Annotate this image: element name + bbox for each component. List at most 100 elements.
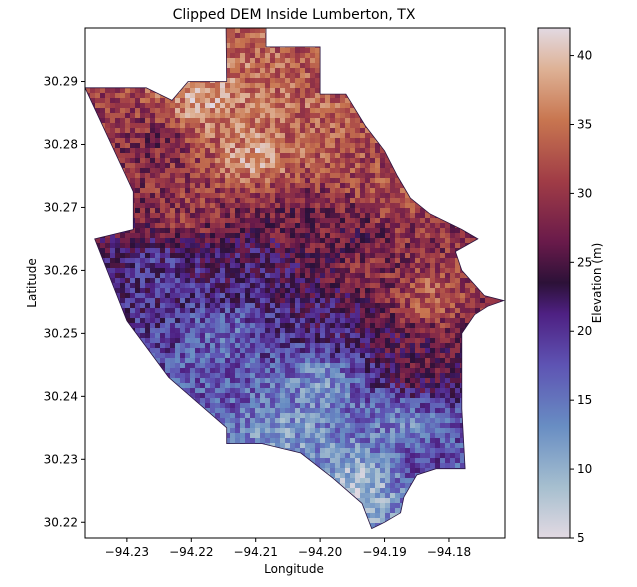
- dem-cell: [120, 123, 126, 129]
- dem-cell: [125, 313, 131, 319]
- dem-cell: [170, 173, 176, 179]
- dem-cell: [305, 78, 311, 84]
- dem-cell: [335, 258, 341, 264]
- dem-cell: [210, 148, 216, 154]
- dem-cell: [340, 233, 346, 239]
- dem-cell: [160, 188, 166, 194]
- dem-cell: [285, 268, 291, 274]
- dem-cell: [215, 313, 221, 319]
- dem-cell: [155, 318, 161, 324]
- dem-cell: [240, 253, 246, 259]
- dem-cell: [140, 318, 146, 324]
- dem-cell: [325, 238, 331, 244]
- dem-cell: [170, 108, 176, 114]
- dem-cell: [125, 168, 131, 174]
- dem-cell: [345, 113, 351, 119]
- dem-cell: [410, 238, 416, 244]
- dem-cell: [285, 258, 291, 264]
- dem-cell: [260, 258, 266, 264]
- dem-cell: [410, 198, 416, 204]
- dem-cell: [380, 283, 386, 289]
- dem-cell: [280, 143, 286, 149]
- dem-cell: [120, 128, 126, 134]
- dem-cell: [175, 258, 181, 264]
- dem-cell: [270, 198, 276, 204]
- dem-cell: [420, 228, 426, 234]
- dem-cell: [240, 163, 246, 169]
- dem-cell: [160, 143, 166, 149]
- dem-cell: [175, 198, 181, 204]
- dem-cell: [230, 78, 236, 84]
- dem-cell: [395, 283, 401, 289]
- dem-cell: [450, 238, 456, 244]
- dem-cell: [315, 193, 321, 199]
- dem-cell: [195, 183, 201, 189]
- dem-cell: [285, 253, 291, 259]
- dem-cell: [280, 63, 286, 69]
- dem-cell: [285, 108, 291, 114]
- dem-cell: [380, 308, 386, 314]
- dem-cell: [260, 313, 266, 319]
- dem-cell: [330, 98, 336, 104]
- dem-cell: [245, 273, 251, 279]
- dem-cell: [250, 48, 256, 54]
- dem-cell: [265, 203, 271, 209]
- dem-cell: [330, 148, 336, 154]
- dem-cell: [180, 298, 186, 304]
- dem-cell: [350, 193, 356, 199]
- dem-cell: [345, 178, 351, 184]
- dem-cell: [150, 293, 156, 299]
- dem-cell: [260, 53, 266, 59]
- dem-cell: [305, 268, 311, 274]
- dem-cell: [165, 253, 171, 259]
- dem-cell: [90, 98, 96, 104]
- dem-cell: [370, 223, 376, 229]
- dem-cell: [185, 103, 191, 109]
- dem-cell: [440, 228, 446, 234]
- dem-cell: [245, 268, 251, 274]
- dem-cell: [355, 318, 361, 324]
- dem-cell: [375, 153, 381, 159]
- dem-cell: [300, 213, 306, 219]
- dem-cell: [235, 268, 241, 274]
- dem-cell: [325, 228, 331, 234]
- dem-cell: [320, 98, 326, 104]
- dem-cell: [170, 313, 176, 319]
- dem-cell: [460, 308, 466, 314]
- dem-cell: [405, 248, 411, 254]
- dem-cell: [315, 303, 321, 309]
- dem-cell: [145, 248, 151, 254]
- dem-cell: [330, 138, 336, 144]
- dem-cell: [155, 298, 161, 304]
- dem-cell: [390, 233, 396, 239]
- dem-cell: [295, 178, 301, 184]
- dem-cell: [310, 98, 316, 104]
- dem-cell: [125, 258, 131, 264]
- dem-cell: [135, 238, 141, 244]
- dem-cell: [305, 313, 311, 319]
- dem-cell: [320, 278, 326, 284]
- dem-cell: [150, 253, 156, 259]
- dem-cell: [390, 248, 396, 254]
- dem-cell: [185, 108, 191, 114]
- dem-cell: [370, 178, 376, 184]
- dem-cell: [300, 183, 306, 189]
- dem-cell: [400, 298, 406, 304]
- dem-cell: [200, 138, 206, 144]
- dem-cell: [245, 173, 251, 179]
- dem-cell: [135, 103, 141, 109]
- dem-cell: [255, 63, 261, 69]
- dem-cell: [195, 203, 201, 209]
- dem-cell: [140, 278, 146, 284]
- dem-cell: [365, 198, 371, 204]
- dem-cell: [150, 178, 156, 184]
- dem-cell: [405, 253, 411, 259]
- dem-cell: [125, 303, 131, 309]
- dem-cell: [390, 293, 396, 299]
- dem-cell: [300, 248, 306, 254]
- dem-cell: [210, 123, 216, 129]
- dem-cell: [185, 168, 191, 174]
- dem-cell: [190, 318, 196, 324]
- dem-cell: [245, 323, 251, 329]
- dem-cell: [350, 213, 356, 219]
